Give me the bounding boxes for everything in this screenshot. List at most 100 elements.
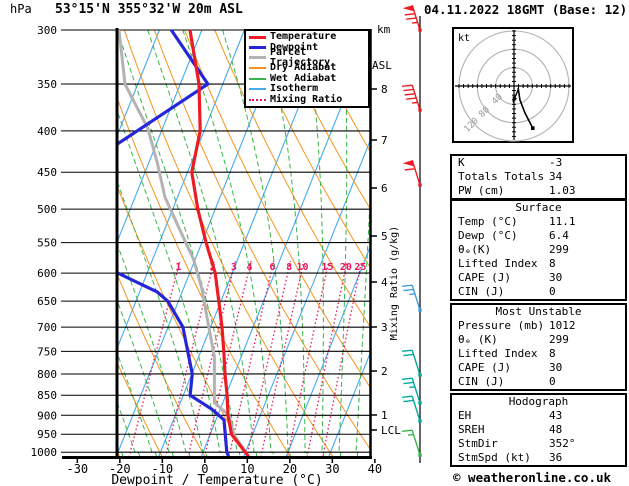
stat-row: StmDir 352° bbox=[452, 437, 625, 451]
stat-row: CIN (J) 0 bbox=[452, 285, 625, 299]
svg-text:6: 6 bbox=[269, 262, 275, 273]
stat-label: θₑ (K) bbox=[458, 333, 498, 346]
stat-label: Temp (°C) bbox=[458, 215, 518, 228]
stat-value: 1.03 bbox=[549, 184, 576, 197]
svg-text:30: 30 bbox=[325, 462, 339, 476]
stat-value: 30 bbox=[549, 271, 563, 284]
dewpoint-curve bbox=[118, 29, 231, 457]
legend-item-isotherm: Isotherm bbox=[249, 84, 368, 94]
svg-text:450: 450 bbox=[37, 166, 57, 179]
stat-label: Dewp (°C) bbox=[458, 229, 518, 242]
wind-barb-column bbox=[401, 4, 422, 463]
stat-label: StmDir bbox=[458, 437, 498, 450]
stat-row: PW (cm) 1.03 bbox=[452, 184, 625, 198]
stat-label: K bbox=[458, 156, 465, 169]
stat-row: CAPE (J) 30 bbox=[452, 271, 625, 285]
wind-barb-60kt bbox=[402, 159, 422, 187]
stat-value: 0 bbox=[549, 285, 556, 298]
stats-table-hodograph: Hodograph EH 43 SREH 48 StmDir 352° StmSpd (kt)… bbox=[450, 393, 627, 467]
svg-text:5: 5 bbox=[381, 230, 388, 243]
legend-item-dry-adiabat: Dry Adiabat bbox=[249, 63, 368, 73]
svg-text:800: 800 bbox=[37, 368, 57, 381]
svg-text:-30: -30 bbox=[66, 462, 88, 476]
skewt-background bbox=[118, 29, 370, 457]
svg-text:300: 300 bbox=[37, 24, 57, 37]
stat-row: K -3 bbox=[452, 156, 625, 170]
stat-label: PW (cm) bbox=[458, 184, 505, 197]
legend: Temperature Dewpoint Parcel Trajectory Dry … bbox=[244, 29, 370, 108]
svg-text:900: 900 bbox=[37, 409, 57, 422]
stat-value: 30 bbox=[549, 361, 563, 374]
svg-text:20: 20 bbox=[340, 262, 352, 273]
x-axis-title: Dewpoint / Temperature (°C) bbox=[111, 473, 322, 486]
hodo-unit-label: kt bbox=[458, 33, 470, 44]
wind-barb-75kt bbox=[402, 4, 422, 32]
stat-value: 34 bbox=[549, 170, 563, 183]
table-header: Surface bbox=[515, 201, 562, 214]
hodograph-trace bbox=[517, 87, 534, 129]
svg-text:40: 40 bbox=[368, 462, 382, 476]
svg-text:1: 1 bbox=[381, 409, 388, 422]
altitude-axis-unit: km ASL bbox=[372, 0, 399, 96]
stat-value: 1012 bbox=[549, 319, 576, 332]
svg-text:8: 8 bbox=[381, 83, 388, 96]
svg-text:750: 750 bbox=[37, 345, 57, 358]
stat-label: SREH bbox=[458, 423, 485, 436]
svg-text:7: 7 bbox=[381, 134, 388, 147]
stat-row: Totals Totals 34 bbox=[452, 170, 625, 184]
stat-row: Temp (°C) 11.1 bbox=[452, 215, 625, 229]
wind-barb-15kt bbox=[401, 429, 422, 457]
wind-barb-25kt bbox=[401, 377, 422, 405]
wind-barb-20kt bbox=[401, 395, 422, 423]
svg-text:600: 600 bbox=[37, 267, 57, 280]
copyright: © weatheronline.co.uk bbox=[453, 470, 612, 485]
plot-borders bbox=[62, 28, 372, 459]
stat-label: CIN (J) bbox=[458, 375, 505, 388]
isotherm-swatch bbox=[249, 88, 266, 91]
stat-value: 352° bbox=[549, 437, 576, 450]
stat-label: θₑ(K) bbox=[458, 243, 492, 256]
svg-text:3: 3 bbox=[231, 262, 237, 273]
stat-value: 6.4 bbox=[549, 229, 569, 242]
stat-label: Lifted Index bbox=[458, 347, 538, 360]
stat-row: θₑ (K) 299 bbox=[452, 333, 625, 347]
stat-value: -3 bbox=[549, 156, 563, 169]
svg-text:25: 25 bbox=[354, 262, 366, 273]
stats-table-most-unstable: Most Unstable Pressure (mb) 1012 θₑ (K) 299 L… bbox=[450, 303, 627, 391]
mixing-ratio-axis-title: Mixing Ratio (g/kg) bbox=[389, 226, 400, 340]
stat-value: 299 bbox=[549, 333, 569, 346]
wet-adiabat-swatch bbox=[249, 77, 266, 80]
svg-text:6: 6 bbox=[381, 182, 388, 195]
svg-text:8: 8 bbox=[286, 262, 292, 273]
legend-item-temperature: Temperature bbox=[249, 32, 368, 42]
stat-label: Lifted Index bbox=[458, 257, 538, 270]
wind-barb-20kt bbox=[401, 349, 422, 377]
svg-text:4: 4 bbox=[247, 262, 253, 273]
svg-text:4: 4 bbox=[381, 276, 388, 289]
svg-text:850: 850 bbox=[37, 389, 57, 402]
svg-text:650: 650 bbox=[37, 295, 57, 308]
wind-barb-45kt bbox=[401, 84, 422, 112]
table-header: Most Unstable bbox=[495, 305, 582, 318]
stat-row: Dewp (°C) 6.4 bbox=[452, 229, 625, 243]
svg-text:2: 2 bbox=[381, 365, 388, 378]
stat-label: CIN (J) bbox=[458, 285, 505, 298]
stat-label: EH bbox=[458, 409, 472, 422]
table-header: Hodograph bbox=[508, 395, 569, 408]
stat-row: StmSpd (kt) 36 bbox=[452, 451, 625, 465]
stat-value: 0 bbox=[549, 375, 556, 388]
wind-barb-25kt bbox=[401, 284, 422, 312]
stat-value: 36 bbox=[549, 451, 563, 464]
svg-text:15: 15 bbox=[322, 262, 334, 273]
svg-text:550: 550 bbox=[37, 237, 57, 250]
temperature-swatch bbox=[249, 35, 266, 39]
stat-label: CAPE (J) bbox=[458, 361, 511, 374]
svg-text:3: 3 bbox=[381, 321, 388, 334]
svg-text:1: 1 bbox=[175, 262, 181, 273]
legend-item-label: Wet Adiabat bbox=[270, 72, 337, 84]
stat-label: Pressure (mb) bbox=[458, 319, 545, 332]
stat-value: 8 bbox=[549, 257, 556, 270]
altitude-unit-asl: ASL bbox=[372, 59, 392, 72]
